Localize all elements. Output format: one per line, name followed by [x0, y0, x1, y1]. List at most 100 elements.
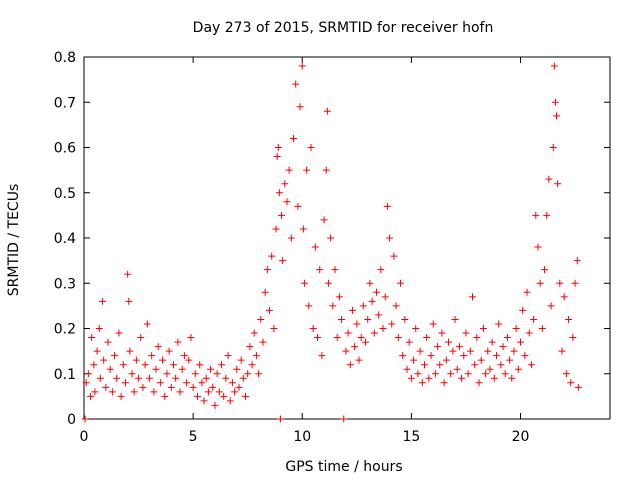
data-point	[270, 325, 278, 332]
data-point	[93, 347, 101, 355]
data-point	[342, 347, 350, 355]
data-point	[453, 365, 461, 373]
data-point	[90, 361, 98, 369]
data-point	[447, 370, 455, 378]
data-point	[316, 266, 324, 274]
data-point	[96, 374, 104, 382]
data-point	[128, 370, 136, 378]
data-point	[99, 297, 107, 305]
data-point	[519, 306, 527, 314]
data-point	[554, 180, 562, 188]
data-point	[100, 356, 108, 364]
data-point	[119, 361, 127, 369]
data-point	[370, 329, 378, 337]
y-tick-label: 0.6	[54, 141, 76, 157]
data-point	[399, 352, 407, 360]
y-tick-label: 0.7	[54, 95, 76, 111]
data-point	[414, 370, 422, 378]
data-point	[154, 343, 162, 351]
data-point	[407, 374, 415, 382]
data-point	[364, 315, 372, 323]
data-point	[209, 383, 217, 391]
axis-ticks: 0 5 10 15 20 0 0.1 0.2 0.3 0.4 0.5 0.6 0.7 0.8	[54, 50, 610, 445]
data-point	[490, 374, 498, 382]
data-point	[420, 361, 428, 369]
data-point	[506, 356, 514, 364]
data-point	[178, 365, 186, 373]
data-point	[560, 293, 568, 301]
data-point	[329, 302, 337, 310]
y-tick-label: 0.3	[54, 276, 76, 292]
data-point	[139, 383, 147, 391]
data-point	[228, 379, 236, 387]
data-point	[183, 379, 191, 387]
data-point	[82, 379, 90, 387]
data-point	[348, 306, 356, 314]
data-point	[196, 361, 204, 369]
data-point	[517, 338, 525, 346]
data-point	[215, 388, 223, 396]
data-point	[207, 365, 215, 373]
data-point	[495, 320, 503, 328]
data-point	[180, 352, 188, 360]
data-point	[323, 107, 331, 115]
data-point	[314, 334, 322, 342]
data-point	[298, 62, 306, 70]
data-point	[115, 329, 123, 337]
x-tick-label: 20	[512, 429, 530, 445]
data-point	[381, 293, 389, 301]
data-point	[434, 343, 442, 351]
data-point	[250, 329, 258, 337]
data-point	[410, 356, 418, 364]
data-point	[423, 334, 431, 342]
data-point	[91, 388, 99, 396]
data-point	[189, 383, 197, 391]
data-point	[198, 379, 206, 387]
data-point	[392, 302, 400, 310]
data-point	[386, 234, 394, 242]
data-point	[366, 279, 374, 287]
data-point	[405, 338, 413, 346]
data-point	[294, 202, 302, 210]
data-point	[281, 180, 289, 188]
data-point	[276, 415, 284, 423]
data-point	[527, 361, 535, 369]
data-point	[159, 356, 167, 364]
data-point	[268, 252, 276, 260]
data-point	[244, 370, 252, 378]
data-point	[111, 352, 119, 360]
data-point	[145, 374, 153, 382]
x-tick-label: 15	[402, 429, 420, 445]
data-point	[379, 325, 387, 332]
data-point	[135, 374, 143, 382]
data-point	[307, 144, 315, 151]
data-point	[235, 383, 243, 391]
data-point	[359, 302, 367, 310]
data-point	[484, 347, 492, 355]
data-point	[471, 361, 479, 369]
data-point	[362, 338, 370, 346]
data-point	[449, 347, 457, 355]
data-point	[104, 338, 112, 346]
data-point	[263, 266, 271, 274]
data-point	[338, 315, 346, 323]
data-point	[163, 370, 171, 378]
data-point	[303, 166, 311, 174]
data-point	[355, 356, 363, 364]
data-point	[333, 334, 341, 342]
data-point	[571, 279, 579, 287]
x-axis-label: GPS time / hours	[285, 459, 402, 475]
data-point	[117, 392, 125, 400]
y-tick-label: 0.8	[54, 50, 76, 66]
data-point	[427, 352, 435, 360]
data-point	[372, 288, 380, 296]
data-point	[167, 383, 175, 391]
data-point	[224, 352, 232, 360]
data-point	[340, 415, 348, 423]
data-point	[84, 370, 92, 378]
data-point	[132, 356, 140, 364]
data-point	[218, 361, 226, 369]
data-point	[226, 397, 234, 405]
data-point	[493, 352, 501, 360]
data-points	[81, 62, 582, 423]
